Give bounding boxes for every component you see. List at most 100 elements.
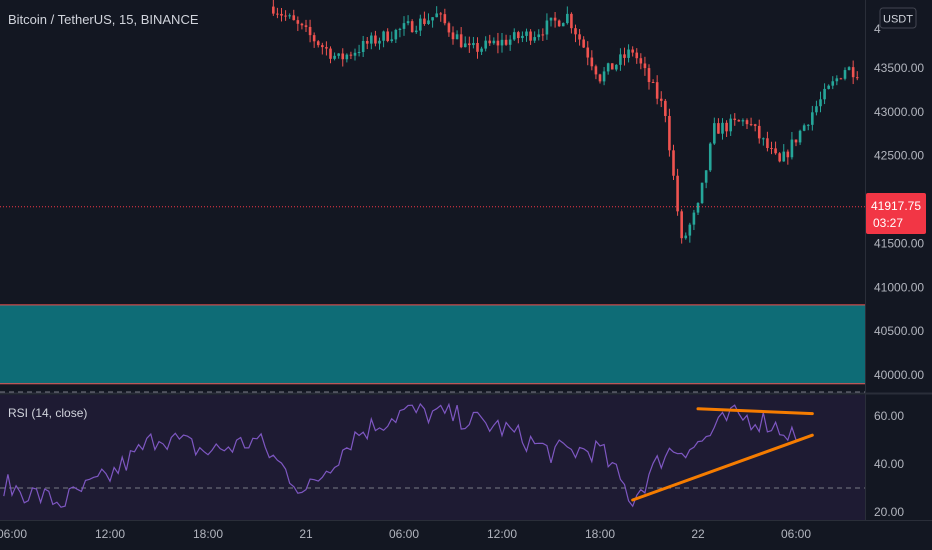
time-tick-label: 12:00 xyxy=(487,527,517,541)
candle-body xyxy=(304,25,308,27)
candle-body xyxy=(672,150,675,176)
candle-body xyxy=(688,224,692,236)
price-tick-label: 43500.00 xyxy=(874,61,924,75)
candle-body xyxy=(521,35,524,39)
candle-body xyxy=(300,23,304,26)
candle-body xyxy=(484,40,487,49)
candle-body xyxy=(819,99,822,107)
candle-body xyxy=(500,39,504,46)
candle-body xyxy=(390,39,394,42)
price-axis-ticks[interactable]: 43500.00 43000.00 42500.00 41500.00 41000.00… xyxy=(874,61,924,382)
candle-body xyxy=(284,15,287,17)
rsi-falling-trendline[interactable] xyxy=(696,407,814,416)
rsi-axis-ticks[interactable]: 60.00 40.00 20.00 xyxy=(874,409,904,519)
candle-body xyxy=(504,39,508,45)
candle-body xyxy=(463,43,467,48)
rsi-pane-background xyxy=(0,395,865,520)
candle-body xyxy=(582,39,585,48)
rsi-tick-label: 60.00 xyxy=(874,409,904,423)
candle-body xyxy=(778,153,781,162)
candle-body xyxy=(704,170,708,183)
candle-body xyxy=(525,31,528,36)
time-tick-label: 18:00 xyxy=(193,527,223,541)
candle-body xyxy=(574,28,577,35)
candle-body xyxy=(729,118,732,132)
candle-body xyxy=(766,138,769,149)
candle-body xyxy=(717,123,720,134)
candle-body xyxy=(802,125,806,131)
candle-body xyxy=(643,63,647,69)
candle-body xyxy=(431,17,434,21)
candle-body xyxy=(623,54,626,58)
rsi-rising-trendline[interactable] xyxy=(631,433,814,502)
candle-body xyxy=(288,15,291,17)
candle-body xyxy=(537,34,541,38)
candle-body xyxy=(419,18,422,31)
candle-body xyxy=(696,203,700,213)
candle-body xyxy=(508,39,512,45)
candlestick-series[interactable] xyxy=(272,0,859,244)
candle-body xyxy=(770,148,773,150)
candle-body xyxy=(831,81,835,86)
candle-body xyxy=(655,82,659,99)
candle-body xyxy=(402,23,406,29)
candle-body xyxy=(578,34,581,40)
currency-badge[interactable] xyxy=(879,7,917,29)
candle-body xyxy=(733,118,737,121)
candle-body xyxy=(333,55,336,59)
candle-body xyxy=(292,15,296,21)
candle-body xyxy=(647,68,651,83)
rsi-tick-label: 40.00 xyxy=(874,457,904,471)
candle-body xyxy=(659,98,663,101)
candle-body xyxy=(398,28,402,30)
candle-body xyxy=(423,18,426,24)
time-axis-ticks[interactable]: 06:00 12:00 18:00 21 06:00 12:00 18:00 22 06:00 xyxy=(0,527,811,541)
candle-body xyxy=(774,148,777,154)
candle-body xyxy=(668,115,671,151)
candle-body xyxy=(590,57,594,67)
candle-body xyxy=(443,14,447,24)
candle-body xyxy=(651,82,655,84)
time-tick-label: 12:00 xyxy=(95,527,125,541)
price-tick-label: 43000.00 xyxy=(874,105,924,119)
candle-body xyxy=(321,45,324,48)
candle-body xyxy=(639,58,643,64)
candle-body xyxy=(815,106,818,113)
candle-body xyxy=(459,34,463,48)
candle-body xyxy=(835,78,839,82)
candle-body xyxy=(427,20,430,24)
candle-body xyxy=(847,67,851,71)
time-tick-label: 06:00 xyxy=(781,527,811,541)
candle-body xyxy=(480,48,483,52)
time-tick-label: 06:00 xyxy=(0,527,27,541)
candle-body xyxy=(843,70,847,79)
candle-body xyxy=(749,124,753,126)
candle-body xyxy=(811,112,814,125)
currency-badge-label[interactable]: USDT xyxy=(883,14,913,26)
candle-body xyxy=(725,122,728,132)
candle-body xyxy=(345,54,349,60)
candle-body xyxy=(753,124,757,126)
candle-body xyxy=(414,30,418,33)
candle-body xyxy=(786,151,790,158)
candle-body xyxy=(496,40,500,46)
candle-body xyxy=(806,124,810,126)
candle-body xyxy=(382,31,385,41)
rsi-line[interactable] xyxy=(3,402,797,508)
support-zone[interactable] xyxy=(0,304,865,384)
candle-body xyxy=(341,53,345,60)
candle-body xyxy=(692,212,696,225)
time-tick-label: 21 xyxy=(299,527,313,541)
candle-body xyxy=(386,31,389,42)
candle-body xyxy=(296,20,300,24)
candle-body xyxy=(370,35,373,44)
symbol-title[interactable]: Bitcoin / TetherUS, 15, BINANCE xyxy=(8,12,199,27)
candle-body xyxy=(594,66,598,75)
candle-body xyxy=(708,143,712,171)
candle-body xyxy=(627,49,630,58)
candle-body xyxy=(680,211,683,239)
rsi-label[interactable]: RSI (14, close) xyxy=(8,406,87,420)
candle-body xyxy=(394,29,398,40)
current-price-label xyxy=(866,193,926,234)
